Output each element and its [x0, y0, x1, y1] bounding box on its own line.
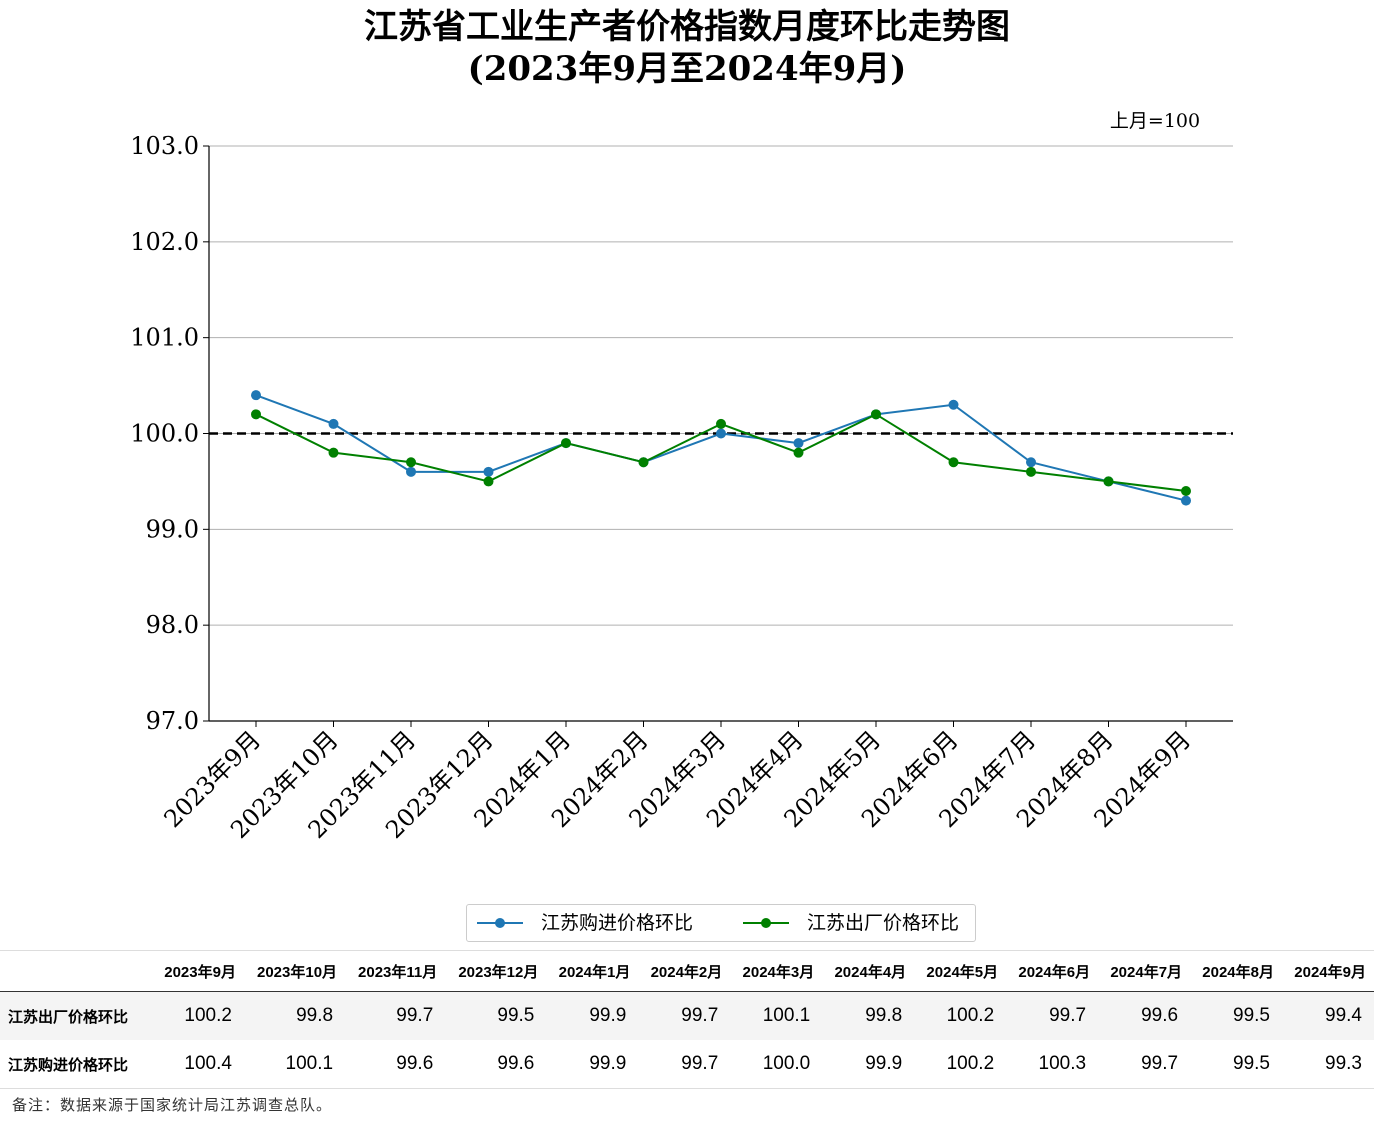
- table-cell: 99.7: [396, 1005, 434, 1026]
- data-point-1: [871, 409, 881, 420]
- data-point-1: [406, 457, 416, 468]
- y-tick-label: 99.0: [146, 515, 199, 543]
- data-point-1: [1026, 466, 1036, 477]
- table-header-cell: 2024年9月: [1282, 950, 1374, 992]
- data-point-0: [1026, 457, 1036, 468]
- source-note: 备注：数据来源于国家统计局江苏调查总队。: [12, 1096, 333, 1114]
- table-cell: 99.4: [1325, 1005, 1362, 1026]
- table-cell: 100.4: [184, 1053, 232, 1074]
- legend-item-purchase: 江苏购进价格环比: [473, 905, 723, 941]
- table-cell: 99.6: [1141, 1005, 1179, 1026]
- data-point-1: [793, 447, 804, 458]
- chart-title: 江苏省工业生产者价格指数月度环比走势图: [364, 7, 1010, 47]
- table-cell: 99.9: [865, 1053, 903, 1074]
- table-cell: 99.6: [396, 1053, 434, 1074]
- table-header-cell: 2023年12月: [445, 950, 547, 992]
- table-row-label: 江苏购进价格环比: [8, 1056, 129, 1074]
- table-corner: [0, 950, 152, 992]
- data-point-0: [328, 418, 339, 429]
- data-point-1: [1103, 476, 1114, 487]
- data-point-1: [638, 457, 649, 468]
- table-header-cell: 2024年4月: [822, 950, 915, 992]
- table-cell: 100.2: [946, 1005, 995, 1026]
- table-header-cell: 2024年6月: [1006, 950, 1099, 992]
- data-point-0: [1181, 495, 1191, 506]
- table-cell: 99.3: [1325, 1053, 1362, 1074]
- table-cell: 99.7: [681, 1053, 719, 1074]
- data-point-1: [483, 476, 494, 487]
- table-cell: 99.7: [681, 1005, 719, 1026]
- table-row-label: 江苏出厂价格环比: [8, 1008, 129, 1026]
- y-tick-label: 97.0: [146, 707, 199, 735]
- legend-label-output: 江苏出厂价格环比: [807, 912, 960, 934]
- table-cell: 100.0: [762, 1053, 811, 1074]
- data-point-1: [251, 409, 261, 420]
- y-tick-label: 103.0: [130, 132, 199, 160]
- table-header-cell: 2024年8月: [1190, 950, 1282, 992]
- y-tick-label: 98.0: [146, 611, 199, 639]
- legend-item-output: 江苏出厂价格环比: [739, 905, 969, 941]
- table-cell: 100.1: [762, 1005, 811, 1026]
- y-tick-label: 101.0: [130, 324, 199, 352]
- table-cell: 99.5: [1233, 1005, 1270, 1026]
- y-tick-label: 102.0: [130, 228, 199, 256]
- table-header-cell: 2023年10月: [243, 950, 346, 992]
- chart-subtitle: (2023年9月至2024年9月): [467, 49, 907, 89]
- table-header-row: 2023年9月 2023年10月 2023年11月 2023年12月 2024年…: [0, 950, 1374, 992]
- table-cell: 99.7: [1141, 1053, 1179, 1074]
- table-cell: 99.5: [1233, 1053, 1270, 1074]
- table-cell: 100.3: [1038, 1053, 1087, 1074]
- data-point-0: [716, 428, 726, 439]
- legend-swatch-purchase: [477, 918, 523, 928]
- table-row-purchase: 江苏购进价格环比 100.4 100.1 99.6 99.6 99.9 99.7…: [0, 1040, 1374, 1089]
- legend-label-purchase: 江苏购进价格环比: [541, 912, 694, 934]
- table-cell: 99.5: [497, 1005, 535, 1026]
- table-header-cell: 2024年1月: [546, 950, 639, 992]
- legend-swatch-output: [743, 918, 789, 928]
- table-header-cell: 2024年2月: [638, 950, 731, 992]
- table-header-cell: 2024年5月: [914, 950, 1007, 992]
- table-header-cell: 2023年11月: [345, 950, 446, 992]
- table-header-cell: 2024年3月: [730, 950, 823, 992]
- unit-label: 上月=100: [1109, 110, 1201, 132]
- table-header-cell: 2023年9月: [152, 950, 244, 992]
- line-chart: 97.098.099.0100.0101.0102.0103.02023年9月2…: [130, 132, 1233, 844]
- data-point-1: [1181, 486, 1191, 496]
- table-cell: 99.8: [865, 1005, 903, 1026]
- table-cell: 99.9: [589, 1005, 627, 1026]
- data-point-0: [483, 466, 494, 477]
- data-point-0: [406, 466, 416, 477]
- data-point-0: [251, 390, 261, 401]
- data-point-1: [561, 438, 571, 449]
- table-cell: 99.9: [589, 1053, 627, 1074]
- data-point-1: [948, 457, 959, 468]
- data-point-1: [716, 418, 726, 429]
- y-tick-label: 100.0: [130, 420, 199, 448]
- table-cell: 100.2: [184, 1005, 232, 1026]
- table-cell: 100.2: [946, 1053, 995, 1074]
- series-line-0: [255, 394, 1187, 502]
- data-point-1: [328, 447, 339, 458]
- table-cell: 99.6: [497, 1053, 535, 1074]
- data-point-0: [948, 399, 959, 410]
- data-table: 2023年9月 2023年10月 2023年11月 2023年12月 2024年…: [0, 950, 1374, 1089]
- table-cell: 99.8: [296, 1005, 334, 1026]
- legend: 江苏购进价格环比 江苏出厂价格环比: [466, 904, 976, 942]
- table-header-cell: 2024年7月: [1098, 950, 1191, 992]
- table-row-output: 江苏出厂价格环比 100.2 99.8 99.7 99.5 99.9 99.7 …: [0, 991, 1374, 1040]
- data-point-0: [793, 438, 804, 449]
- table-cell: 100.1: [285, 1053, 334, 1074]
- table-cell: 99.7: [1049, 1005, 1087, 1026]
